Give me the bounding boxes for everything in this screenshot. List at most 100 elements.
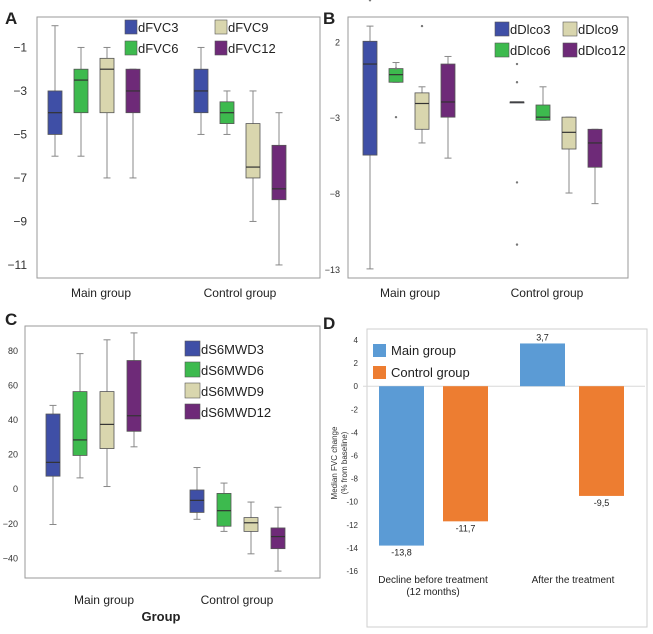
outlier-point (515, 81, 519, 84)
s6mwd-box-plot: C 80 60 40 20 0 −20 −40 Main group Control group G… (3, 311, 321, 624)
legend-label: dFVC9 (228, 20, 268, 35)
plot-frame (347, 16, 629, 279)
fvc-box-plot: A −1 −3 −5 −7 −9 −11 Main group Control group dFV… (5, 9, 321, 300)
legend-label: dFVC6 (138, 41, 178, 56)
panel-d: D 4 2 0 -2 -4 -6 -8 -10 -12 -14 -16 Median FVC chang… (323, 311, 653, 634)
y-tick-label: −20 (3, 519, 18, 529)
y-tick-label: 0 (354, 382, 359, 391)
y-tick-label: −3 (13, 84, 27, 98)
data-label: 3,7 (536, 332, 549, 342)
x-group-label: Control group (204, 286, 277, 300)
category-label: Decline before treatment (378, 575, 488, 586)
y-tick-label: −7 (13, 171, 27, 185)
outlier-point (515, 62, 519, 66)
box-dDlco6 (535, 104, 551, 121)
legend-swatch (184, 403, 201, 420)
outlier-point (368, 0, 372, 2)
legend-swatch (494, 21, 510, 37)
data-label: -9,5 (594, 498, 610, 508)
legend-swatch (494, 42, 510, 58)
y-tick-label: −1 (13, 40, 27, 54)
panel-letter: A (5, 9, 17, 28)
outlier-point (394, 67, 398, 70)
legend-swatch (184, 340, 201, 357)
outlier-point (394, 115, 398, 119)
y-tick-label: 2 (335, 37, 340, 47)
legend-label: dS6MWD6 (201, 363, 264, 378)
y-tick-label: −8 (330, 189, 340, 199)
bar-main-group (379, 386, 424, 546)
y-tick-label: -8 (351, 475, 359, 484)
box-dFVC6 (73, 68, 89, 114)
legend-swatch (562, 42, 578, 58)
legend-label: dDlco6 (510, 43, 550, 58)
y-tick-label: -16 (346, 567, 358, 576)
panel-a: A −1 −3 −5 −7 −9 −11 Main group Control group dFV… (0, 0, 323, 311)
y-tick-label: 60 (8, 381, 18, 391)
box-dDlco3 (362, 40, 378, 156)
x-axis-label: Group (142, 609, 181, 624)
box-dFVC9 (99, 57, 115, 114)
box-dDlco9 (561, 116, 577, 150)
y-tick-label: −40 (3, 553, 18, 563)
panel-b: B 2 −3 −8 −13 Main group Control group dDlco3 dD… (323, 0, 653, 311)
x-group-label: Control group (201, 593, 274, 607)
y-tick-label: −11 (8, 258, 28, 272)
legend-label: Main group (391, 343, 456, 358)
outlier-point (515, 243, 519, 246)
x-group-label: Main group (380, 286, 440, 300)
data-label: -13,8 (391, 548, 412, 558)
box-dS6MWD3 (189, 489, 205, 513)
outlier-point (515, 181, 519, 184)
legend-swatch (373, 366, 386, 379)
legend-label: dDlco3 (510, 22, 550, 37)
bar-control-group (579, 386, 624, 496)
y-tick-label: 2 (354, 359, 359, 368)
panel-c: C 80 60 40 20 0 −20 −40 Main group Control group G… (0, 311, 323, 634)
box-dS6MWD3 (45, 413, 61, 477)
panel-letter: D (323, 314, 335, 333)
y-tick-label: −5 (13, 127, 27, 141)
category-label: (12 months) (406, 587, 459, 598)
box-dS6MWD9 (243, 517, 259, 532)
data-label: -11,7 (456, 523, 476, 533)
plot-frame (24, 325, 321, 579)
legend-swatch (214, 40, 228, 56)
y-tick-label: -4 (351, 428, 359, 437)
y-tick-label: −13 (325, 265, 340, 275)
legend-label: dFVC3 (138, 20, 178, 35)
y-tick-label: -6 (351, 452, 359, 461)
legend-label: dFVC12 (228, 41, 276, 56)
y-tick-label: 4 (354, 336, 359, 345)
box-dFVC12 (271, 144, 287, 201)
y-tick-label: −9 (13, 214, 27, 228)
dlco-box-plot: B2 −3 −8 −13 Main group Control group dDlco3 dD… (323, 0, 629, 300)
legend-label: dS6MWD9 (201, 384, 264, 399)
legend-label: dDlco9 (578, 22, 618, 37)
x-group-label: Main group (74, 593, 134, 607)
legend-swatch (124, 19, 138, 35)
legend-swatch (124, 40, 138, 56)
box-dS6MWD6 (72, 391, 88, 456)
legend-label: dS6MWD12 (201, 405, 271, 420)
panel-letter: C (5, 311, 17, 329)
box-dS6MWD6 (216, 493, 232, 527)
y-tick-label: −3 (330, 113, 340, 123)
legend-swatch (184, 361, 201, 378)
panel-letter: B (323, 9, 335, 28)
box-dDlco6 (388, 68, 404, 83)
legend-swatch (373, 344, 386, 357)
outlier-point (420, 24, 424, 28)
plot-frame (36, 16, 321, 279)
legend-swatch (562, 21, 578, 37)
fvc-bar-chart: D 4 2 0 -2 -4 -6 -8 -10 -12 -14 -16 Median FVC chang… (323, 314, 648, 628)
box-dDlco9 (414, 92, 430, 130)
y-tick-label: 40 (8, 415, 18, 425)
box-dDlco12 (587, 128, 603, 168)
bar-main-group (520, 343, 565, 387)
legend-label: dDlco12 (578, 43, 626, 58)
y-tick-label: 0 (13, 484, 18, 494)
category-label: After the treatment (532, 575, 615, 586)
y-tick-label: -14 (346, 544, 358, 553)
y-tick-label: -2 (351, 405, 359, 414)
